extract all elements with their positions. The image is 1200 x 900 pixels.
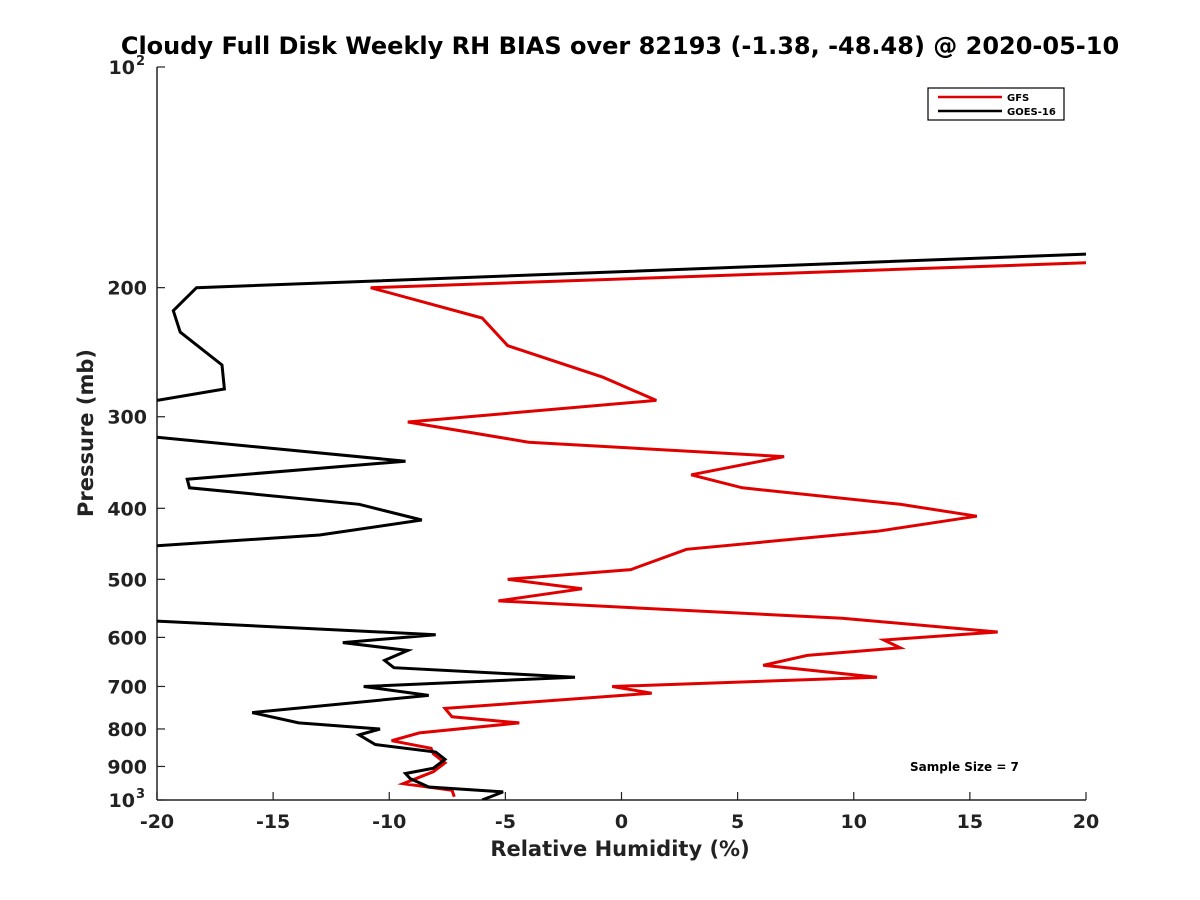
y-tick-label-exponent: 3 xyxy=(136,787,145,802)
y-tick-label: 300 xyxy=(107,407,147,429)
legend: GFS GOES-16 xyxy=(927,87,1065,121)
series-line-goes16 xyxy=(157,252,1086,402)
x-tick-label: -5 xyxy=(495,811,516,833)
y-tick-label-exponent: 2 xyxy=(136,54,145,69)
series-line-goes16 xyxy=(157,435,423,548)
y-tick-label: 400 xyxy=(107,498,147,520)
chart-title: Cloudy Full Disk Weekly RH BIAS over 821… xyxy=(121,32,1119,60)
x-tick-label: 15 xyxy=(957,811,983,833)
y-tick-label: 200 xyxy=(107,278,147,300)
series-line-goes16 xyxy=(157,619,576,800)
x-tick-label: 10 xyxy=(841,811,867,833)
x-axis-label: Relative Humidity (%) xyxy=(490,837,749,861)
x-tick-label: 20 xyxy=(1073,811,1099,833)
x-tick-label: 0 xyxy=(615,811,628,833)
x-tick-label: 5 xyxy=(731,811,744,833)
x-axis-ticks: -20 -15 -10 -5 0 5 10 15 20 xyxy=(140,792,1099,833)
series-lines xyxy=(157,252,1086,800)
y-tick-label: 900 xyxy=(107,756,147,778)
legend-label-goes16: GOES-16 xyxy=(1007,107,1056,118)
legend-label-gfs: GFS xyxy=(1007,93,1029,104)
legend-box xyxy=(927,87,1065,121)
plot-area xyxy=(156,67,1086,801)
x-tick-label: -20 xyxy=(140,811,174,833)
x-tick-label: -10 xyxy=(372,811,406,833)
y-tick-label: 600 xyxy=(107,627,147,649)
y-tick-label: 500 xyxy=(107,569,147,591)
x-tick-label: -15 xyxy=(256,811,290,833)
series-line-gfs xyxy=(370,261,1086,798)
sample-size-annotation: Sample Size = 7 xyxy=(910,760,1019,774)
y-tick-label: 800 xyxy=(107,719,147,741)
y-tick-label: 700 xyxy=(107,676,147,698)
y-axis-label: Pressure (mb) xyxy=(74,349,98,517)
y-tick-label-power: 10 xyxy=(109,790,135,812)
y-tick-label-power: 10 xyxy=(109,57,135,79)
